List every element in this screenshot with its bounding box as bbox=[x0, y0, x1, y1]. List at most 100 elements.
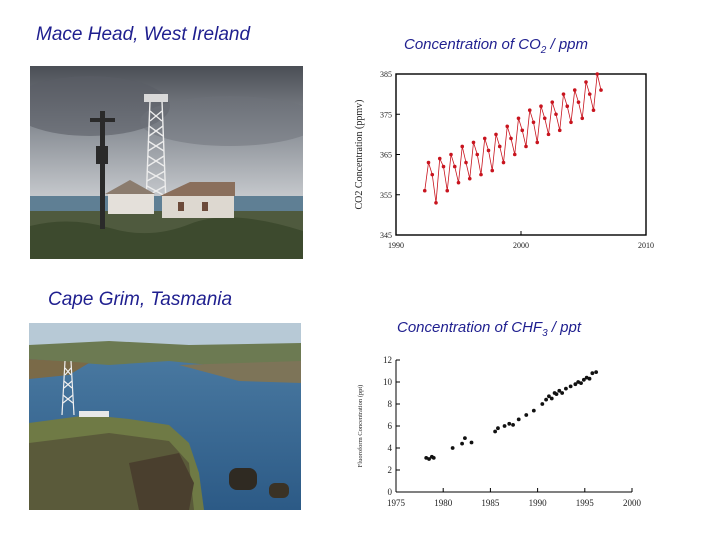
co2-data-point bbox=[460, 144, 465, 149]
y-tick-label: 355 bbox=[380, 191, 392, 200]
co2-data-point bbox=[445, 188, 450, 193]
co2-data-point bbox=[464, 160, 468, 165]
co2-data-point bbox=[584, 80, 588, 84]
y-tick-label: 345 bbox=[380, 231, 392, 240]
y-tick-label: 385 bbox=[380, 70, 392, 79]
co2-data-point bbox=[497, 144, 502, 149]
x-tick-label: 1985 bbox=[481, 498, 500, 508]
chf3-data-point bbox=[511, 423, 515, 427]
y-axis-label: Fluoroform Concentration (ppt) bbox=[357, 385, 364, 468]
co2-data-point bbox=[426, 160, 431, 165]
y-tick-label: 8 bbox=[388, 399, 393, 409]
y-axis-label: CO2 Concentration (ppmv) bbox=[354, 100, 365, 210]
y-tick-label: 12 bbox=[383, 355, 392, 365]
chf3-data-point bbox=[587, 376, 592, 381]
co2-data-point bbox=[539, 104, 543, 108]
co2-data-point bbox=[441, 164, 446, 169]
co2-data-point bbox=[542, 116, 547, 121]
cape-grim-photo-art bbox=[29, 323, 301, 510]
y-tick-label: 6 bbox=[388, 421, 393, 431]
co2-data-point bbox=[569, 120, 573, 125]
chf3-data-point bbox=[557, 388, 562, 393]
chf3-data-point bbox=[502, 424, 507, 428]
chf3-data-point bbox=[496, 426, 500, 431]
co2-data-point bbox=[524, 144, 528, 149]
co2-series-line bbox=[424, 73, 602, 203]
co2-chart-title: Concentration of CO2 / ppm bbox=[404, 36, 588, 56]
chf3-data-point bbox=[524, 413, 529, 417]
co2-data-point bbox=[490, 168, 495, 173]
co2-data-point bbox=[580, 116, 585, 121]
chf3-data-point bbox=[450, 446, 455, 450]
chf3-data-point bbox=[431, 456, 436, 460]
chf3-data-point bbox=[581, 377, 586, 382]
co2-data-point bbox=[494, 132, 498, 137]
co2-data-point bbox=[482, 136, 487, 141]
chf3-data-point bbox=[469, 440, 474, 445]
co2-data-point bbox=[501, 160, 506, 165]
chf3-chart: 0 2 4 6 8 10 12 1975 1980 1985 1990 1995 2000 Fluorof… bbox=[357, 355, 642, 508]
chf3-data-point bbox=[531, 408, 536, 413]
chf3-data-point bbox=[463, 436, 467, 440]
co2-data-point bbox=[565, 104, 570, 108]
chf3-data-point bbox=[568, 384, 573, 389]
co2-data-point bbox=[486, 148, 491, 153]
co2-data-point bbox=[572, 88, 577, 92]
co2-data-point bbox=[467, 176, 472, 181]
x-tick-label: 1975 bbox=[387, 498, 406, 508]
co2-data-point bbox=[587, 92, 592, 96]
co2-data-point bbox=[479, 172, 483, 177]
co2-data-point bbox=[599, 88, 603, 92]
mace-head-photo-art bbox=[30, 66, 303, 259]
x-tick-label: 1990 bbox=[388, 241, 404, 250]
chf3-data-point bbox=[427, 457, 431, 461]
chf3-data-point bbox=[540, 402, 545, 406]
chf3-data-point bbox=[460, 441, 464, 446]
co2-data-point bbox=[527, 108, 532, 113]
co2-data-point bbox=[471, 140, 476, 145]
y-tick-label: 375 bbox=[380, 110, 392, 119]
co2-data-point bbox=[576, 100, 581, 104]
x-tick-label: 1995 bbox=[576, 498, 595, 508]
co2-data-point bbox=[516, 116, 521, 121]
chf3-data-point bbox=[549, 396, 554, 401]
co2-data-point bbox=[505, 124, 510, 129]
chf3-data-point bbox=[590, 371, 595, 376]
plot-frame bbox=[395, 73, 647, 236]
y-tick-label: 365 bbox=[380, 151, 392, 160]
chf3-data-point bbox=[547, 394, 551, 399]
chf3-data-point bbox=[573, 382, 578, 387]
y-tick-label: 4 bbox=[388, 443, 393, 453]
x-tick-label: 2010 bbox=[638, 241, 654, 250]
co2-data-point bbox=[546, 132, 551, 137]
chf3-data-point bbox=[544, 397, 548, 402]
chf3-data-point bbox=[579, 381, 583, 385]
cape-grim-photo bbox=[29, 323, 301, 510]
co2-data-point bbox=[535, 140, 540, 145]
x-tick-label: 2000 bbox=[513, 241, 529, 250]
mace-head-photo bbox=[30, 66, 303, 259]
co2-data-point bbox=[561, 92, 566, 96]
x-tick-label: 1980 bbox=[434, 498, 453, 508]
co2-data-point bbox=[591, 108, 596, 113]
co2-data-point bbox=[452, 164, 457, 169]
co2-chart: 345 355 365 375 385 1990 2000 2010 CO2 Concentra… bbox=[354, 70, 654, 250]
co2-data-point bbox=[422, 188, 427, 193]
co2-data-point bbox=[512, 152, 517, 157]
chf3-data-point bbox=[564, 386, 568, 391]
chf3-data-point bbox=[594, 370, 599, 374]
chf3-data-point bbox=[507, 421, 512, 426]
mace-head-caption: Mace Head, West Ireland bbox=[36, 24, 251, 45]
cape-grim-caption: Cape Grim, Tasmania bbox=[48, 289, 233, 310]
co2-data-point bbox=[550, 100, 555, 104]
co2-data-point bbox=[475, 152, 480, 157]
co2-data-point bbox=[509, 136, 513, 141]
co2-data-point bbox=[557, 128, 562, 133]
co2-data-point bbox=[449, 152, 453, 157]
co2-data-point bbox=[437, 156, 442, 161]
co2-data-point bbox=[554, 112, 558, 117]
y-tick-label: 10 bbox=[383, 377, 393, 387]
chf3-data-point bbox=[554, 392, 559, 396]
chf3-chart-title: Concentration of CHF3 / ppt bbox=[397, 319, 581, 339]
chf3-data-point bbox=[560, 391, 565, 395]
